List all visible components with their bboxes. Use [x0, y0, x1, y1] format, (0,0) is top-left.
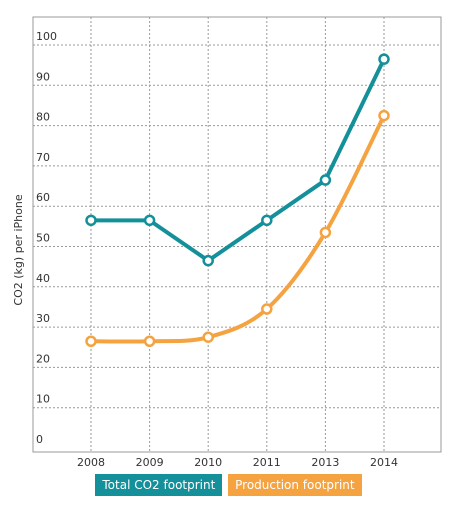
x-tick-label: 2010	[194, 456, 222, 469]
data-point	[85, 335, 97, 347]
data-point	[261, 214, 273, 227]
y-tick-label: 10	[36, 393, 50, 406]
x-axis-ticks: 2008 2009 2010 2011 2013 2014	[77, 456, 398, 469]
series-line	[91, 58, 386, 263]
plot-border	[32, 16, 442, 453]
x-tick-label: 2009	[136, 456, 164, 469]
y-tick-label: 90	[36, 70, 50, 83]
data-series	[85, 53, 390, 347]
y-tick-label: 100	[36, 30, 57, 43]
y-tick-label: 60	[36, 191, 50, 204]
x-tick-label: 2008	[77, 456, 105, 469]
data-point	[143, 214, 156, 227]
data-point	[85, 214, 97, 227]
data-point	[319, 226, 332, 239]
y-tick-label: 20	[36, 352, 50, 365]
legend-item-production: Production footprint	[228, 474, 362, 496]
data-point	[319, 174, 332, 186]
y-tick-label: 80	[36, 111, 50, 124]
legend-item-total: Total CO2 footprint	[95, 474, 223, 496]
data-point	[202, 254, 214, 267]
data-point	[261, 303, 273, 315]
data-point	[202, 331, 214, 343]
grid-lines	[32, 16, 442, 453]
y-tick-label: 40	[36, 272, 50, 285]
y-axis-label: CO2 (kg) per iPhone	[12, 194, 25, 305]
data-point	[378, 53, 390, 65]
y-tick-label: 0	[36, 433, 43, 446]
x-tick-label: 2013	[311, 456, 339, 469]
x-tick-label: 2014	[370, 456, 398, 469]
y-tick-label: 70	[36, 151, 50, 164]
x-tick-label: 2011	[253, 456, 281, 469]
data-point	[378, 109, 390, 122]
legend: Total CO2 footprint Production footprint	[0, 474, 457, 496]
y-tick-label: 50	[36, 232, 50, 245]
y-axis-ticks: 0 10 20 30 40 50 60 70 80 90 100	[36, 30, 57, 446]
data-point	[143, 335, 156, 347]
y-tick-label: 30	[36, 312, 50, 325]
